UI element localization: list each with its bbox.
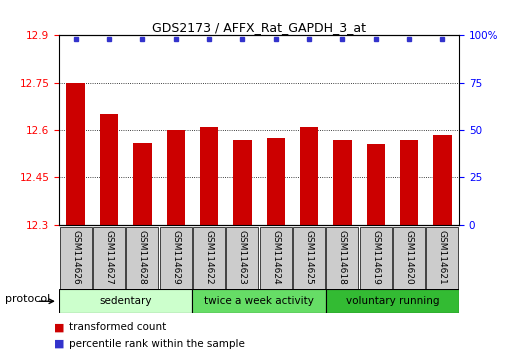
Text: GSM114619: GSM114619 <box>371 230 380 285</box>
Text: GSM114618: GSM114618 <box>338 230 347 285</box>
Bar <box>192 289 326 313</box>
Bar <box>160 227 192 289</box>
Bar <box>100 114 118 225</box>
Bar <box>167 130 185 225</box>
Text: transformed count: transformed count <box>69 322 167 332</box>
Bar <box>193 227 225 289</box>
Bar <box>333 139 351 225</box>
Bar <box>326 289 459 313</box>
Text: ■: ■ <box>54 339 64 349</box>
Text: GSM114626: GSM114626 <box>71 230 80 284</box>
Text: GSM114623: GSM114623 <box>238 230 247 284</box>
Bar <box>133 143 151 225</box>
Bar <box>126 227 159 289</box>
Text: GSM114621: GSM114621 <box>438 230 447 284</box>
Bar <box>93 227 125 289</box>
Bar <box>360 227 392 289</box>
Bar <box>400 139 418 225</box>
Bar <box>233 139 251 225</box>
Text: GSM114620: GSM114620 <box>405 230 413 284</box>
Text: ■: ■ <box>54 322 64 332</box>
Text: GSM114628: GSM114628 <box>138 230 147 284</box>
Bar <box>267 138 285 225</box>
Bar <box>67 83 85 225</box>
Bar <box>293 227 325 289</box>
Bar <box>393 227 425 289</box>
Text: twice a week activity: twice a week activity <box>204 296 314 306</box>
Bar <box>260 227 292 289</box>
Bar <box>326 227 359 289</box>
Title: GDS2173 / AFFX_Rat_GAPDH_3_at: GDS2173 / AFFX_Rat_GAPDH_3_at <box>152 21 366 34</box>
Text: GSM114625: GSM114625 <box>305 230 313 284</box>
Bar <box>226 227 259 289</box>
Bar <box>426 227 459 289</box>
Bar <box>300 127 318 225</box>
Bar <box>60 227 92 289</box>
Bar <box>433 135 451 225</box>
Bar <box>367 144 385 225</box>
Bar <box>59 289 192 313</box>
Text: GSM114627: GSM114627 <box>105 230 113 284</box>
Text: GSM114629: GSM114629 <box>171 230 180 284</box>
Text: percentile rank within the sample: percentile rank within the sample <box>69 339 245 349</box>
Text: sedentary: sedentary <box>100 296 152 306</box>
Text: GSM114624: GSM114624 <box>271 230 280 284</box>
Bar <box>200 127 218 225</box>
Text: GSM114622: GSM114622 <box>205 230 213 284</box>
Text: voluntary running: voluntary running <box>346 296 439 306</box>
Text: protocol: protocol <box>5 295 50 304</box>
